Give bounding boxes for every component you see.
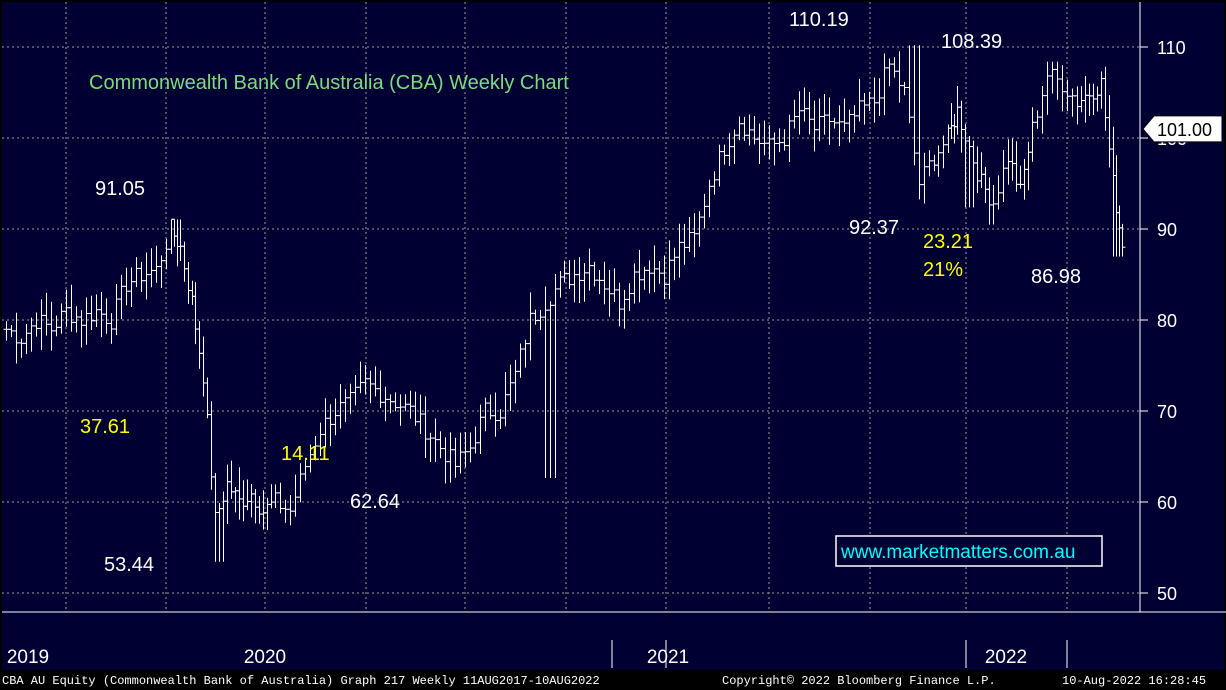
annotation-label: 14.11 xyxy=(281,443,330,465)
annotation-label: 86.98 xyxy=(1031,266,1081,288)
last-price-label: 101.00 xyxy=(1157,120,1212,140)
chart-title: Commonwealth Bank of Australia (CBA) Wee… xyxy=(89,72,569,94)
x-tick-label: 2020 xyxy=(244,647,286,668)
x-tick-label: 2021 xyxy=(647,647,689,668)
x-tick-label: 2022 xyxy=(985,647,1027,668)
watermark-box xyxy=(835,535,1103,567)
x-axis-area xyxy=(2,612,1224,670)
annotation-label: 62.64 xyxy=(350,491,400,513)
annotation-label: 108.39 xyxy=(941,31,1002,53)
y-axis-area xyxy=(1140,2,1224,612)
annotation-label: 92.37 xyxy=(849,217,899,239)
y-tick-label: 50 xyxy=(1157,584,1177,604)
annotation-label: 23.21 xyxy=(923,231,973,253)
annotation-label: 91.05 xyxy=(95,178,145,200)
last-price-tag xyxy=(1142,115,1223,143)
y-tick-label: 90 xyxy=(1157,220,1177,240)
y-tick-label: 60 xyxy=(1157,493,1177,513)
y-tick-label: 80 xyxy=(1157,311,1177,331)
y-tick-label: 110 xyxy=(1157,38,1186,58)
x-tick-label: 2019 xyxy=(7,647,49,668)
annotation-label: 21% xyxy=(923,259,963,281)
y-tick-label: 70 xyxy=(1157,402,1177,422)
annotation-label: 37.61 xyxy=(80,416,130,438)
watermark-text: www.marketmatters.com.au xyxy=(840,542,1075,563)
plot-area xyxy=(2,2,1140,612)
footer-source: CBA AU Equity (Commonwealth Bank of Aust… xyxy=(2,674,600,688)
annotation-label: 53.44 xyxy=(104,554,154,576)
annotation-label: 110.19 xyxy=(789,9,849,31)
footer-timestamp: 10-Aug-2022 16:28:45 xyxy=(1062,674,1207,688)
footer-copyright: Copyright© 2022 Bloomberg Finance L.P. xyxy=(722,674,996,688)
